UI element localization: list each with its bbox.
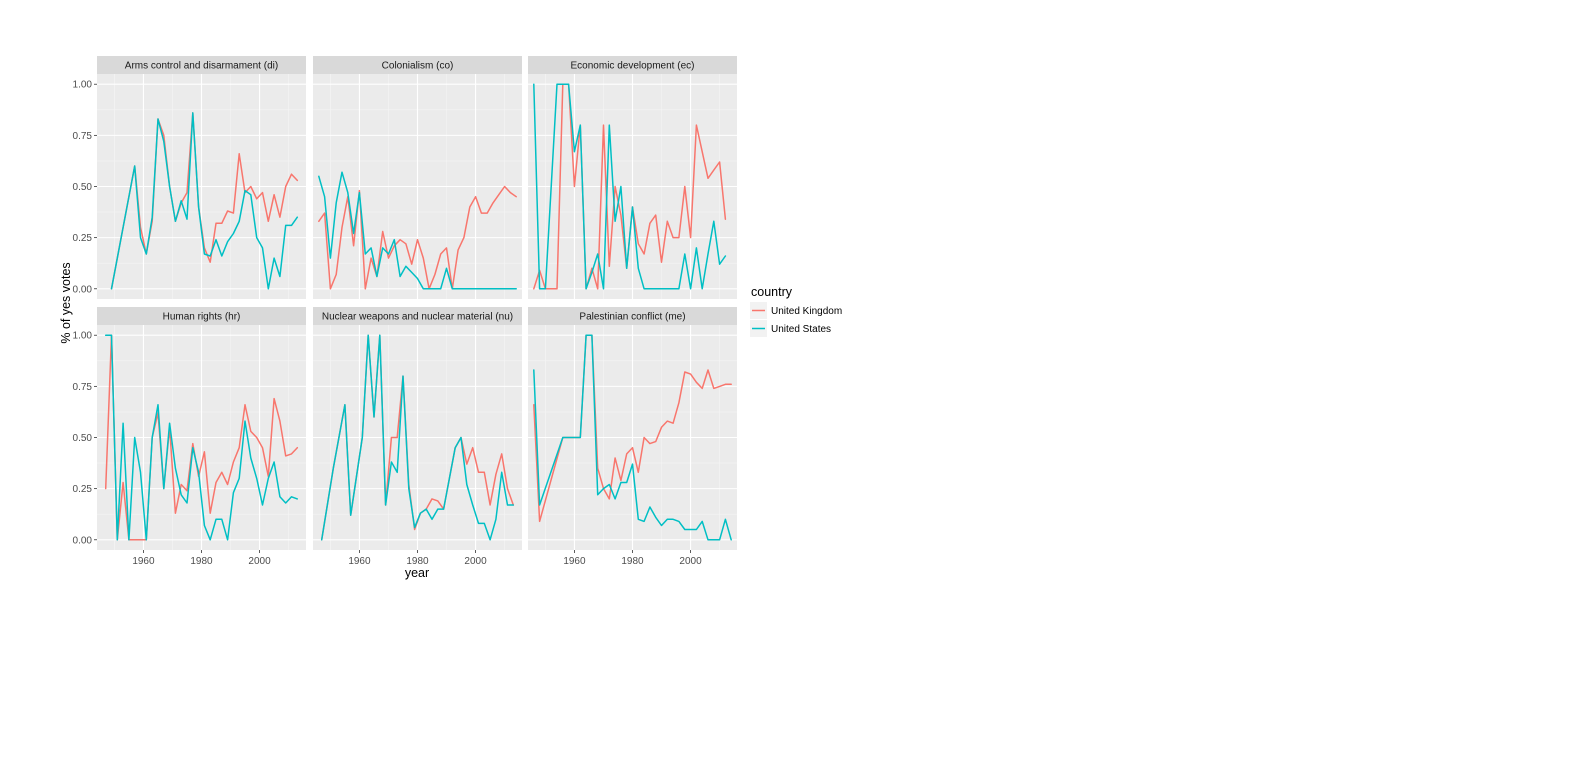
x-tick-label: 1960 — [132, 556, 155, 567]
y-tick-label: 0.25 — [73, 233, 93, 244]
facet-strip — [528, 307, 737, 325]
x-tick-label: 1980 — [406, 556, 429, 567]
series-line-united-states — [320, 334, 515, 541]
facet-panel: Palestinian conflict (me) — [528, 307, 737, 550]
facet-title: Human rights (hr) — [163, 312, 241, 323]
x-axis-title: year — [405, 566, 429, 580]
legend-title: country — [751, 285, 793, 299]
x-tick-label: 2000 — [464, 556, 487, 567]
facet-strip — [97, 307, 306, 325]
facet-title: Arms control and disarmament (di) — [125, 61, 278, 72]
y-tick-label: 0.50 — [73, 182, 93, 193]
facet-panel: Economic development (ec) — [528, 56, 737, 299]
y-tick-label: 0.00 — [73, 535, 93, 546]
y-tick-label: 0.75 — [73, 382, 93, 393]
series-line-united-states — [318, 171, 517, 290]
x-tick-label: 2000 — [248, 556, 271, 567]
y-tick-label: 1.00 — [73, 331, 93, 342]
facet-strip — [528, 56, 737, 74]
facet-strip — [313, 307, 522, 325]
series-line-united-states — [533, 334, 732, 541]
facet-panel: Colonialism (co) — [313, 56, 522, 299]
series-line-united-kingdom — [318, 185, 517, 290]
legend-label: United Kingdom — [771, 306, 842, 317]
facet-panel: Nuclear weapons and nuclear material (nu… — [313, 307, 522, 550]
facet-title: Economic development (ec) — [571, 61, 695, 72]
y-tick-label: 1.00 — [73, 80, 93, 91]
facet-strip — [97, 56, 306, 74]
x-tick-label: 1960 — [563, 556, 586, 567]
facet-panel: Human rights (hr) — [97, 307, 306, 550]
y-tick-label: 0.25 — [73, 484, 93, 495]
y-tick-label: 0.50 — [73, 433, 93, 444]
y-axis-title: % of yes votes — [59, 262, 73, 343]
facet-title: Palestinian conflict (me) — [579, 312, 685, 323]
x-tick-label: 2000 — [679, 556, 702, 567]
series-line-united-states — [533, 83, 727, 290]
y-tick-label: 0.00 — [73, 284, 93, 295]
facet-strip — [313, 56, 522, 74]
facet-title: Colonialism (co) — [382, 61, 454, 72]
series-line-united-kingdom — [104, 334, 299, 541]
facet-title: Nuclear weapons and nuclear material (nu… — [322, 312, 513, 323]
facet-panel: Arms control and disarmament (di) — [97, 56, 306, 299]
x-tick-label: 1960 — [348, 556, 371, 567]
x-tick-label: 1980 — [190, 556, 213, 567]
series-line-united-states — [104, 334, 299, 541]
y-tick-label: 0.75 — [73, 131, 93, 142]
series-line-united-states — [110, 112, 299, 290]
legend-label: United States — [771, 324, 831, 335]
x-tick-label: 1980 — [621, 556, 644, 567]
